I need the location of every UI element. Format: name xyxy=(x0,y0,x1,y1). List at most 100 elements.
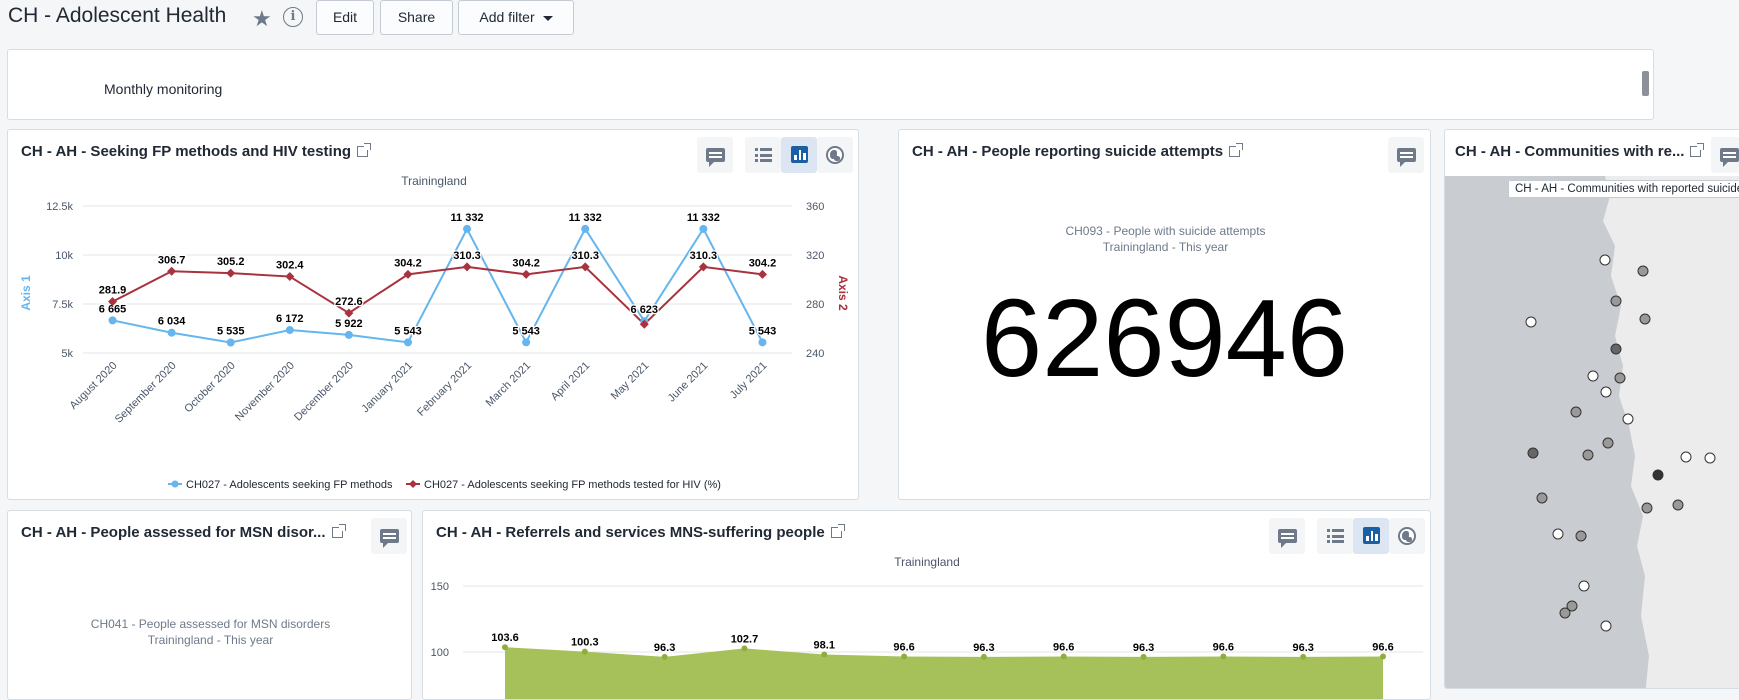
edit-button[interactable]: Edit xyxy=(316,0,374,35)
interpretations-button[interactable] xyxy=(371,518,407,554)
external-link-icon[interactable] xyxy=(1229,143,1244,157)
info-icon[interactable]: i xyxy=(283,7,303,27)
data-point[interactable] xyxy=(285,272,295,282)
msn-panel-title[interactable]: CH - AH - People assessed for MSN disor.… xyxy=(21,524,346,541)
mns-chart-title-text: CH - AH - Referrels and services MNS-suf… xyxy=(436,524,825,541)
data-point[interactable] xyxy=(226,268,236,278)
data-point[interactable] xyxy=(167,266,177,276)
data-point[interactable] xyxy=(403,338,412,347)
add-filter-label: Add filter xyxy=(479,9,535,25)
data-point[interactable] xyxy=(502,644,508,651)
map-point[interactable] xyxy=(1614,372,1626,384)
map-point[interactable] xyxy=(1582,449,1594,461)
data-point[interactable] xyxy=(980,653,987,660)
map-point[interactable] xyxy=(1527,447,1539,459)
map-point[interactable] xyxy=(1637,265,1649,277)
map[interactable] xyxy=(1445,176,1739,689)
data-point[interactable] xyxy=(108,297,118,307)
data-point[interactable] xyxy=(1060,653,1067,660)
map-point[interactable] xyxy=(1622,413,1634,425)
data-point[interactable] xyxy=(344,308,354,318)
map-point[interactable] xyxy=(1552,528,1564,540)
data-point[interactable] xyxy=(522,338,531,347)
data-point[interactable] xyxy=(699,224,708,233)
legend-label[interactable]: CH027 - Adolescents seeking FP methods xyxy=(186,479,393,491)
data-point[interactable] xyxy=(580,262,590,272)
x-tick-label: April 2021 xyxy=(549,360,593,404)
data-point[interactable] xyxy=(741,645,748,652)
legend-label[interactable]: CH027 - Adolescents seeking FP methods t… xyxy=(424,479,721,491)
data-point[interactable] xyxy=(581,224,590,233)
table-view-button[interactable] xyxy=(745,137,781,173)
external-link-icon[interactable] xyxy=(1690,143,1705,157)
table-view-button[interactable] xyxy=(1317,518,1353,554)
map-point[interactable] xyxy=(1639,313,1651,325)
x-tick-label: September 2020 xyxy=(113,360,179,426)
data-point[interactable] xyxy=(661,653,668,660)
map-point[interactable] xyxy=(1602,437,1614,449)
data-point[interactable] xyxy=(403,269,413,279)
data-point[interactable] xyxy=(1300,653,1307,660)
external-link-icon[interactable] xyxy=(357,143,372,157)
chart-view-button[interactable] xyxy=(1353,518,1389,554)
star-icon[interactable]: ★ xyxy=(252,6,272,31)
data-point[interactable] xyxy=(821,651,828,658)
data-point[interactable] xyxy=(108,316,117,325)
map-panel-title[interactable]: CH - AH - Communities with re... xyxy=(1455,143,1705,160)
data-point[interactable] xyxy=(1380,653,1386,660)
map-point[interactable] xyxy=(1704,452,1716,464)
add-filter-button[interactable]: Add filter xyxy=(458,0,574,35)
chart-view-button[interactable] xyxy=(781,137,817,173)
map-point[interactable] xyxy=(1672,499,1684,511)
data-point[interactable] xyxy=(167,328,176,337)
data-point[interactable] xyxy=(463,224,472,233)
map-point[interactable] xyxy=(1610,295,1622,307)
external-link-icon[interactable] xyxy=(830,524,845,538)
interpretations-button[interactable] xyxy=(1711,137,1739,173)
data-point[interactable] xyxy=(1220,653,1227,660)
data-point[interactable] xyxy=(758,338,767,347)
map-point[interactable] xyxy=(1559,607,1571,619)
map-point[interactable] xyxy=(1600,386,1612,398)
share-button[interactable]: Share xyxy=(380,0,453,35)
external-link-icon[interactable] xyxy=(331,524,346,538)
map-point[interactable] xyxy=(1587,370,1599,382)
map-point[interactable] xyxy=(1600,620,1612,632)
suicide-panel-title-text: CH - AH - People reporting suicide attem… xyxy=(912,143,1224,160)
data-label: 5 535 xyxy=(217,326,245,338)
map-point[interactable] xyxy=(1570,406,1582,418)
data-point[interactable] xyxy=(226,338,235,347)
map-view-button[interactable] xyxy=(817,137,853,173)
interpretations-button[interactable] xyxy=(1388,137,1424,173)
map-point[interactable] xyxy=(1610,343,1622,355)
axis1-label: Axis 1 xyxy=(19,275,33,311)
map-view-button[interactable] xyxy=(1389,518,1425,554)
map-point[interactable] xyxy=(1641,502,1653,514)
data-point[interactable] xyxy=(285,326,294,335)
data-point[interactable] xyxy=(581,648,588,655)
map-point[interactable] xyxy=(1525,316,1537,328)
map-point[interactable] xyxy=(1578,580,1590,592)
scrollbar[interactable] xyxy=(1642,71,1649,96)
map-point[interactable] xyxy=(1566,600,1578,612)
data-point[interactable] xyxy=(521,269,531,279)
msn-indicator-name: CH041 - People assessed for MSN disorder… xyxy=(90,617,331,631)
data-point[interactable] xyxy=(639,319,649,329)
map-point[interactable] xyxy=(1652,469,1664,481)
data-point[interactable] xyxy=(1140,653,1147,660)
data-point[interactable] xyxy=(757,269,767,279)
data-point[interactable] xyxy=(462,262,472,272)
interpretations-button[interactable] xyxy=(697,137,733,173)
data-point[interactable] xyxy=(344,330,353,339)
map-point[interactable] xyxy=(1536,492,1548,504)
map-point[interactable] xyxy=(1575,530,1587,542)
fp-chart-title[interactable]: CH - AH - Seeking FP methods and HIV tes… xyxy=(21,143,372,160)
interpretations-button[interactable] xyxy=(1269,518,1305,554)
x-tick-label: July 2021 xyxy=(728,360,770,402)
map-point[interactable] xyxy=(1680,451,1692,463)
mns-chart-title[interactable]: CH - AH - Referrels and services MNS-suf… xyxy=(436,524,845,541)
data-point[interactable] xyxy=(698,262,708,272)
suicide-panel-title[interactable]: CH - AH - People reporting suicide attem… xyxy=(912,143,1244,160)
data-point[interactable] xyxy=(901,653,908,660)
map-point[interactable] xyxy=(1599,254,1611,266)
